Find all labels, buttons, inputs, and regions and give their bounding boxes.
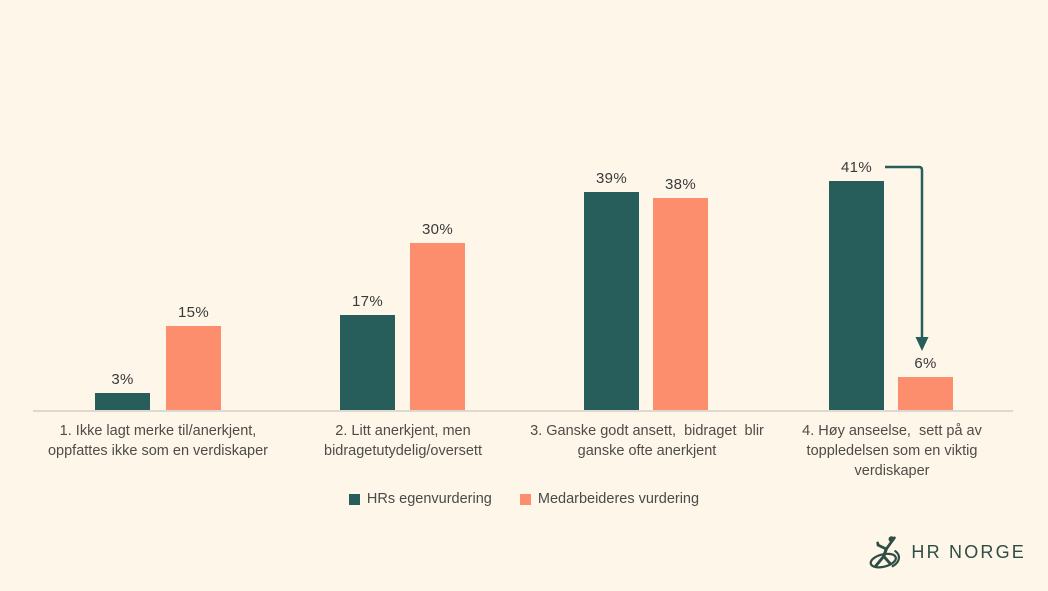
- bar-hrs-cat4: [829, 181, 884, 410]
- value-label: 17%: [352, 293, 383, 310]
- value-label: 39%: [596, 170, 627, 187]
- category-label-3: 3. Ganske godt ansett, bidraget blir gans…: [530, 423, 764, 459]
- hr-norge-logo-text: HR NORGE: [911, 541, 1026, 562]
- bar-medarbeidere-cat4: [898, 377, 953, 410]
- bar-medarbeidere-cat1: [166, 326, 221, 410]
- bar-medarbeidere-cat2: [410, 243, 465, 410]
- bar-hrs-cat3: [584, 192, 639, 410]
- x-axis-line: [33, 410, 1013, 412]
- value-label: 41%: [841, 159, 872, 176]
- bar-hrs-cat1: [95, 393, 150, 410]
- legend-label: HRs egenvurdering: [366, 491, 492, 507]
- legend-label: Medarbeideres vurdering: [537, 491, 700, 507]
- legend-swatch-teal: [348, 493, 360, 505]
- value-label: 30%: [422, 221, 453, 238]
- legend: HRs egenvurdering Medarbeideres vurderin…: [0, 491, 1048, 507]
- value-label: 15%: [178, 304, 209, 321]
- legend-item-medarbeideres-vurdering: Medarbeideres vurdering: [519, 491, 700, 507]
- category-label-2: 2. Litt anerkjent, men bidragetutydelig/o…: [324, 423, 482, 459]
- dancer-ribbon-icon: [869, 536, 901, 569]
- legend-swatch-salmon: [519, 493, 531, 505]
- value-label: 38%: [665, 176, 696, 193]
- bar-medarbeidere-cat3: [653, 198, 708, 410]
- value-label: 6%: [914, 355, 937, 372]
- bar-hrs-cat2: [340, 315, 395, 410]
- category-label-4: 4. Høy anseelse, sett på av toppledelsen …: [802, 423, 982, 479]
- value-label: 3%: [111, 371, 134, 388]
- hr-norge-logo: HR NORGE: [866, 534, 1026, 570]
- category-label-1: 1. Ikke lagt merke til/anerkjent, oppfatt…: [47, 423, 269, 459]
- legend-item-hrs-egenvurdering: HRs egenvurdering: [348, 491, 492, 507]
